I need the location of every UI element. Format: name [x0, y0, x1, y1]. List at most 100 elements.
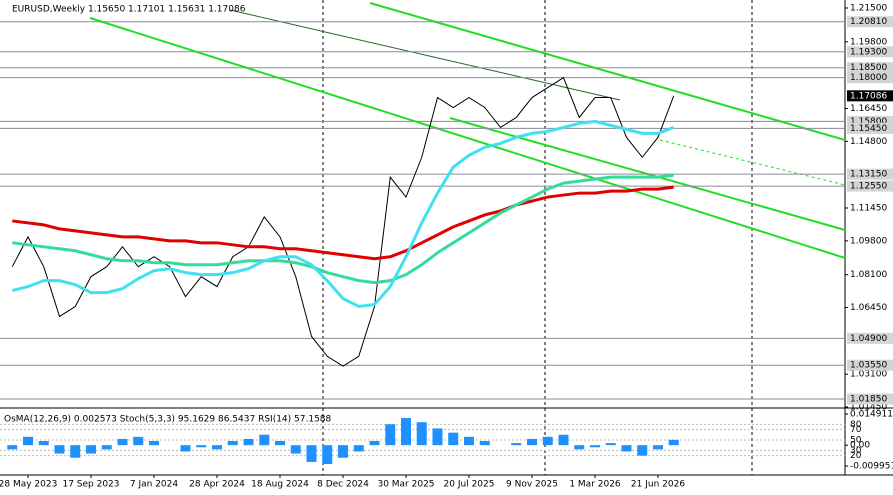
osma-bar [306, 445, 317, 462]
level-label: 1.18500 [850, 63, 887, 73]
x-tick-label: 28 May 2023 [0, 480, 57, 490]
osma-bar [432, 428, 443, 446]
y-tick-label: 1.03100 [850, 370, 887, 380]
osma-bar [401, 417, 411, 446]
osma-bar [290, 445, 301, 454]
osma-bar [353, 445, 364, 452]
level-label: 1.13150 [850, 170, 887, 180]
osma-bar [574, 445, 585, 450]
osma-bar [243, 438, 254, 446]
level-label-box [847, 393, 893, 405]
osma-bar [259, 434, 270, 446]
osma-bar [117, 438, 128, 446]
indicator-tick-label: 0.0149116 [850, 410, 893, 420]
osma-bar [416, 422, 427, 446]
moving-average [11, 119, 675, 309]
level-label-box [847, 16, 893, 28]
osma-bar [101, 445, 112, 450]
osma-bar [542, 436, 553, 446]
osma-bar [149, 441, 159, 446]
osma-bar [464, 436, 474, 446]
osma-bar [605, 443, 616, 446]
level-label: 1.15800 [850, 117, 887, 127]
osma-bar [133, 436, 144, 446]
y-tick-label: 1.19800 [850, 37, 887, 47]
oscillator-tick-label: 20 [850, 451, 862, 461]
indicator-title: OsMA(12,26,9) 0.002573 Stoch(5,3,3) 95.1… [4, 415, 332, 425]
x-tick-label: 21 Jun 2026 [631, 480, 685, 490]
oscillator-tick-label: 30 [850, 446, 862, 456]
x-tick-label: 9 Nov 2025 [506, 480, 558, 490]
x-tick-label: 1 Mar 2026 [569, 480, 621, 490]
oscillator-tick-label: 80 [850, 420, 862, 430]
current-price-label: 1.17086 [850, 91, 887, 101]
trend-line [369, 2, 846, 141]
oscillator-tick-label: 50 [850, 436, 862, 446]
x-tick-label: 17 Sep 2023 [62, 480, 119, 490]
y-tick-label: 1.14800 [850, 137, 887, 147]
osma-bar [448, 432, 459, 446]
osma-bar [479, 441, 490, 446]
level-label: 1.12550 [850, 182, 887, 192]
osma-bar [227, 441, 238, 446]
y-tick-label: 1.09800 [850, 236, 887, 246]
osma-bar [38, 441, 49, 446]
y-tick-label: 1.21500 [850, 4, 887, 14]
price-line [11, 76, 675, 367]
osma-bar [7, 445, 18, 450]
level-label-box [847, 359, 893, 371]
level-label: 1.04900 [850, 334, 887, 344]
osma-bar [86, 445, 96, 454]
level-label: 1.01850 [850, 395, 887, 405]
x-tick-label: 20 Jul 2025 [444, 480, 495, 490]
level-label: 1.15450 [850, 124, 887, 134]
y-tick-label: 1.16450 [850, 104, 887, 114]
osma-bar [558, 434, 569, 446]
osma-bar [621, 445, 632, 452]
moving-average [12, 173, 674, 285]
osma-bar [322, 445, 333, 465]
osma-bar [180, 445, 191, 452]
osma-bar [637, 445, 648, 456]
level-label-box [847, 180, 893, 192]
level-label-box [847, 332, 893, 344]
level-label: 1.03550 [850, 361, 887, 371]
chart-title: EURUSD,Weekly 1.15650 1.17101 1.15631 1.… [12, 5, 246, 15]
osma-bar [511, 443, 522, 446]
osma-bar [385, 424, 396, 446]
y-tick-label: 1.11450 [850, 203, 887, 213]
level-label: 1.20810 [850, 17, 887, 27]
x-tick-label: 8 Dec 2024 [317, 480, 369, 490]
osma-bar [590, 445, 600, 448]
osma-bar [23, 436, 33, 446]
osma-bar [369, 441, 380, 446]
oscillator-tick-label: 70 [850, 425, 862, 435]
indicator-tick-label: -0.009951 [850, 462, 893, 472]
x-tick-label: 28 Apr 2024 [189, 480, 245, 490]
osma-bar [653, 445, 663, 450]
current-price-box [847, 90, 893, 102]
y-tick-label: 1.06450 [850, 303, 887, 313]
level-label-box [847, 168, 893, 180]
osma-bar [212, 445, 222, 450]
level-label: 1.18000 [850, 73, 887, 83]
y-tick-label: 1.08100 [850, 270, 887, 280]
level-label-box [847, 122, 893, 134]
trend-line [659, 139, 846, 186]
osma-bar [527, 438, 537, 446]
trend-line [229, 9, 621, 101]
level-label-box [847, 115, 893, 127]
osma-bar [54, 445, 65, 454]
x-tick-label: 18 Aug 2024 [251, 480, 309, 490]
period-separators [322, 0, 753, 475]
osma-bar [196, 445, 207, 448]
osma-bar [275, 441, 285, 446]
moving-average [12, 185, 674, 261]
y-tick-label: 1.01450 [850, 403, 887, 413]
level-label: 1.19300 [850, 47, 887, 57]
osma-bar [70, 445, 81, 458]
indicator-tick-label: 0.00 [850, 441, 870, 451]
x-tick-label: 7 Jan 2024 [130, 480, 178, 490]
level-label-box [847, 72, 893, 84]
